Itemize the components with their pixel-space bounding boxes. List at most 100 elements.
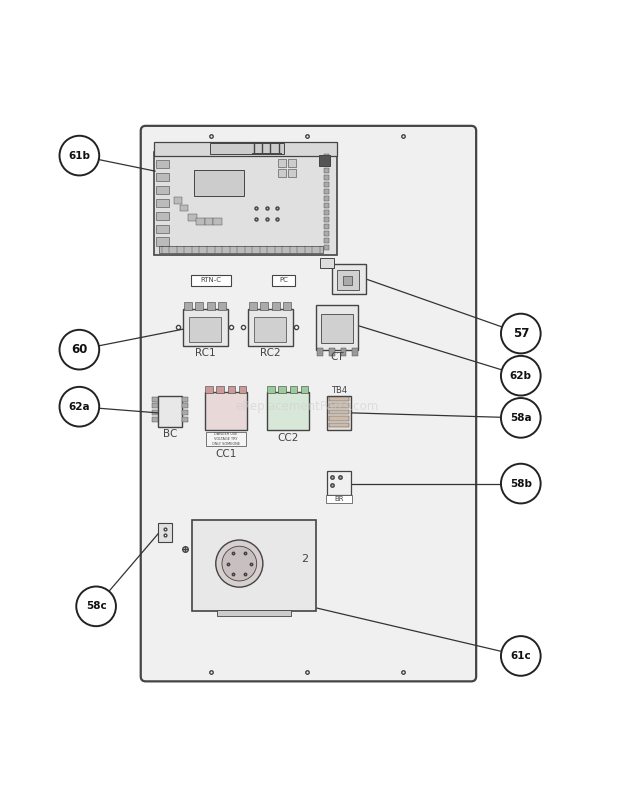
Bar: [158, 396, 182, 427]
Text: 58b: 58b: [510, 478, 532, 489]
Bar: [174, 197, 182, 204]
Bar: [343, 276, 352, 285]
Text: 62b: 62b: [510, 371, 532, 380]
Text: RC1: RC1: [195, 348, 216, 358]
Bar: [272, 275, 295, 286]
Bar: [158, 523, 172, 541]
Bar: [184, 302, 192, 310]
Bar: [152, 404, 158, 409]
Bar: [182, 410, 188, 415]
Bar: [156, 211, 169, 219]
Bar: [217, 610, 291, 616]
Bar: [329, 410, 349, 414]
Bar: [260, 302, 268, 310]
Bar: [329, 403, 349, 408]
Bar: [324, 223, 329, 229]
Bar: [210, 143, 284, 154]
Bar: [324, 167, 329, 173]
Bar: [301, 385, 308, 393]
Bar: [288, 169, 296, 177]
Bar: [321, 314, 353, 344]
Bar: [216, 385, 224, 393]
Bar: [196, 218, 205, 225]
Bar: [152, 417, 158, 421]
Bar: [154, 152, 337, 255]
Bar: [267, 392, 309, 430]
Bar: [324, 217, 329, 222]
Circle shape: [76, 586, 116, 626]
Bar: [324, 210, 329, 215]
Bar: [332, 264, 366, 294]
Text: 61c: 61c: [510, 651, 531, 661]
Bar: [191, 275, 231, 286]
Bar: [324, 238, 329, 243]
Bar: [278, 169, 286, 177]
Text: RC2: RC2: [260, 348, 281, 358]
Bar: [337, 270, 359, 290]
Bar: [195, 302, 203, 310]
Bar: [319, 155, 330, 166]
Bar: [194, 170, 244, 196]
Bar: [254, 317, 286, 342]
Bar: [329, 417, 349, 421]
Bar: [156, 160, 169, 168]
Bar: [156, 237, 169, 245]
Text: 57: 57: [513, 327, 529, 340]
Text: eReplacementParts.com: eReplacementParts.com: [235, 400, 379, 413]
Circle shape: [501, 356, 541, 396]
Bar: [156, 186, 169, 194]
Text: CC1: CC1: [215, 449, 236, 459]
Bar: [182, 404, 188, 409]
Bar: [278, 385, 286, 393]
Circle shape: [501, 314, 541, 353]
Bar: [218, 302, 226, 310]
Bar: [206, 432, 246, 446]
Text: BC: BC: [162, 429, 177, 439]
Bar: [316, 305, 358, 350]
Bar: [278, 159, 286, 167]
Bar: [205, 392, 247, 430]
Bar: [324, 189, 329, 194]
Bar: [228, 385, 235, 393]
Circle shape: [216, 540, 263, 587]
Text: BR: BR: [334, 497, 344, 502]
Text: 60: 60: [71, 343, 87, 356]
Bar: [182, 417, 188, 421]
Bar: [324, 195, 329, 201]
Bar: [324, 182, 329, 187]
Text: TB4: TB4: [331, 386, 347, 395]
Text: PC: PC: [279, 277, 288, 284]
Bar: [188, 214, 197, 221]
Bar: [324, 154, 329, 159]
Bar: [329, 423, 349, 427]
Bar: [159, 245, 323, 253]
Text: CT: CT: [330, 352, 344, 362]
Bar: [272, 302, 280, 310]
Bar: [156, 199, 169, 207]
Bar: [154, 142, 337, 155]
Bar: [352, 348, 358, 356]
Bar: [324, 203, 329, 207]
Bar: [189, 317, 221, 342]
Bar: [324, 231, 329, 235]
Circle shape: [501, 636, 541, 676]
Bar: [329, 396, 349, 401]
Bar: [327, 396, 351, 430]
Bar: [239, 385, 246, 393]
Circle shape: [60, 135, 99, 175]
Bar: [283, 302, 291, 310]
Text: 62a: 62a: [69, 401, 90, 412]
Text: DANGER USE
VOLTAGE TRY
ONLY SOMEONE: DANGER USE VOLTAGE TRY ONLY SOMEONE: [211, 433, 240, 445]
Bar: [249, 302, 257, 310]
Bar: [156, 224, 169, 232]
Bar: [326, 495, 352, 503]
Bar: [152, 410, 158, 415]
Bar: [317, 348, 323, 356]
Text: 2: 2: [301, 553, 309, 564]
Bar: [288, 159, 296, 167]
Bar: [206, 302, 215, 310]
Bar: [180, 204, 188, 211]
Bar: [290, 385, 297, 393]
Bar: [205, 385, 213, 393]
Bar: [183, 308, 228, 346]
